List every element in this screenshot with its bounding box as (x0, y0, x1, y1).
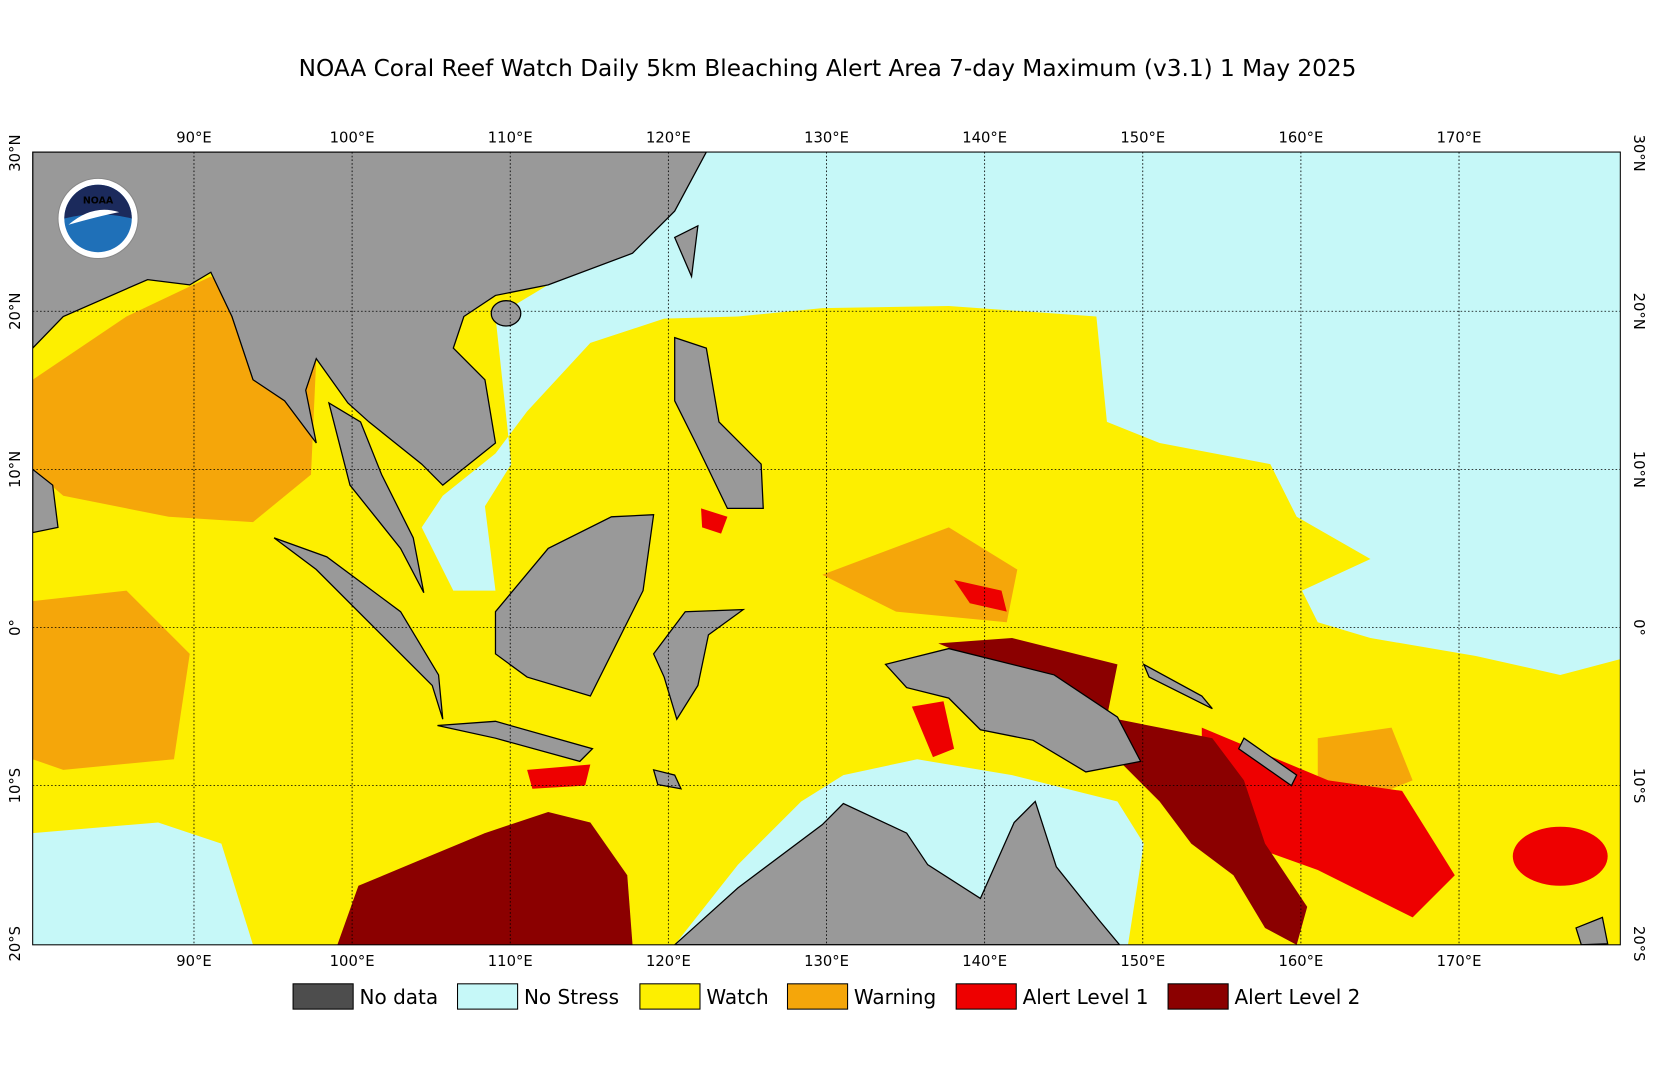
alert-1-area (911, 701, 955, 758)
land (273, 537, 444, 720)
lon-label: 90°E (176, 953, 211, 970)
legend-swatch (1167, 983, 1229, 1010)
alert-2-area (938, 638, 1308, 945)
lon-label: 160°E (1278, 130, 1323, 147)
legend-label: Watch (706, 985, 768, 1009)
no-stress-area (32, 822, 254, 945)
lat-label: 0° (7, 619, 24, 636)
legend: No data No Stress Watch Warning Alert Level … (292, 983, 1360, 1010)
lon-label: 170°E (1437, 953, 1482, 970)
land (1575, 916, 1609, 945)
lon-label: 130°E (804, 130, 849, 147)
lat-label: 10°N (7, 451, 24, 488)
legend-swatch (955, 983, 1017, 1010)
alert-1-area (1512, 826, 1608, 886)
land (673, 800, 1121, 945)
lat-label: 30°N (7, 135, 24, 172)
land (674, 336, 764, 510)
land (652, 768, 683, 790)
land (884, 647, 1142, 773)
legend-label: Warning (854, 985, 936, 1009)
land (32, 152, 708, 487)
map (32, 152, 1621, 945)
lon-label: 130°E (804, 953, 849, 970)
alert-1-area (1201, 727, 1455, 918)
lat-label: 30°N (1630, 135, 1647, 172)
land (494, 514, 655, 697)
warning-area (32, 590, 190, 770)
alert-1-area (954, 580, 1007, 612)
legend-swatch (456, 983, 519, 1010)
lat-label: 10°S (1630, 768, 1647, 804)
lon-label: 140°E (962, 130, 1007, 147)
noaa-logo: NOAA (57, 177, 139, 260)
lat-label: 20°N (7, 293, 24, 330)
land (32, 468, 59, 534)
lon-label: 90°E (176, 130, 211, 147)
lon-label: 150°E (1120, 130, 1165, 147)
legend-label: Alert Level 1 (1023, 985, 1149, 1009)
land (490, 300, 522, 327)
lon-label: 120°E (646, 130, 691, 147)
lon-label: 100°E (330, 953, 375, 970)
land (1142, 662, 1213, 710)
lat-label: 20°S (1630, 926, 1647, 962)
lon-label: 100°E (330, 130, 375, 147)
lon-label: 120°E (646, 953, 691, 970)
land (673, 224, 699, 279)
gridlines (32, 152, 1621, 945)
legend-label: No Stress (524, 985, 619, 1009)
no-stress-area (421, 152, 1621, 675)
land (437, 720, 594, 763)
lon-label: 150°E (1120, 953, 1165, 970)
lon-label: 140°E (962, 953, 1007, 970)
alert-2-area (337, 811, 633, 945)
lon-label: 170°E (1437, 130, 1482, 147)
land (652, 608, 746, 721)
legend-swatch (639, 983, 701, 1010)
legend-swatch (786, 983, 849, 1010)
legend-label: Alert Level 2 (1234, 985, 1360, 1009)
legend-label: No data (359, 985, 438, 1009)
alert-1-area (527, 764, 591, 789)
lon-label: 110°E (488, 953, 533, 970)
legend-swatch (292, 983, 354, 1010)
lat-label: 10°N (1630, 451, 1647, 488)
lon-label: 110°E (488, 130, 533, 147)
lat-label: 20°N (1630, 293, 1647, 330)
lon-label: 160°E (1278, 953, 1323, 970)
lat-label: 0° (1630, 619, 1647, 636)
lat-label: 10°S (7, 768, 24, 804)
alert-1-area (701, 508, 728, 534)
map-frame (32, 151, 1621, 946)
svg-text:NOAA: NOAA (83, 196, 114, 207)
lat-label: 20°S (7, 926, 24, 962)
title: NOAA Coral Reef Watch Daily 5km Bleachin… (299, 55, 1357, 82)
land (327, 401, 425, 594)
